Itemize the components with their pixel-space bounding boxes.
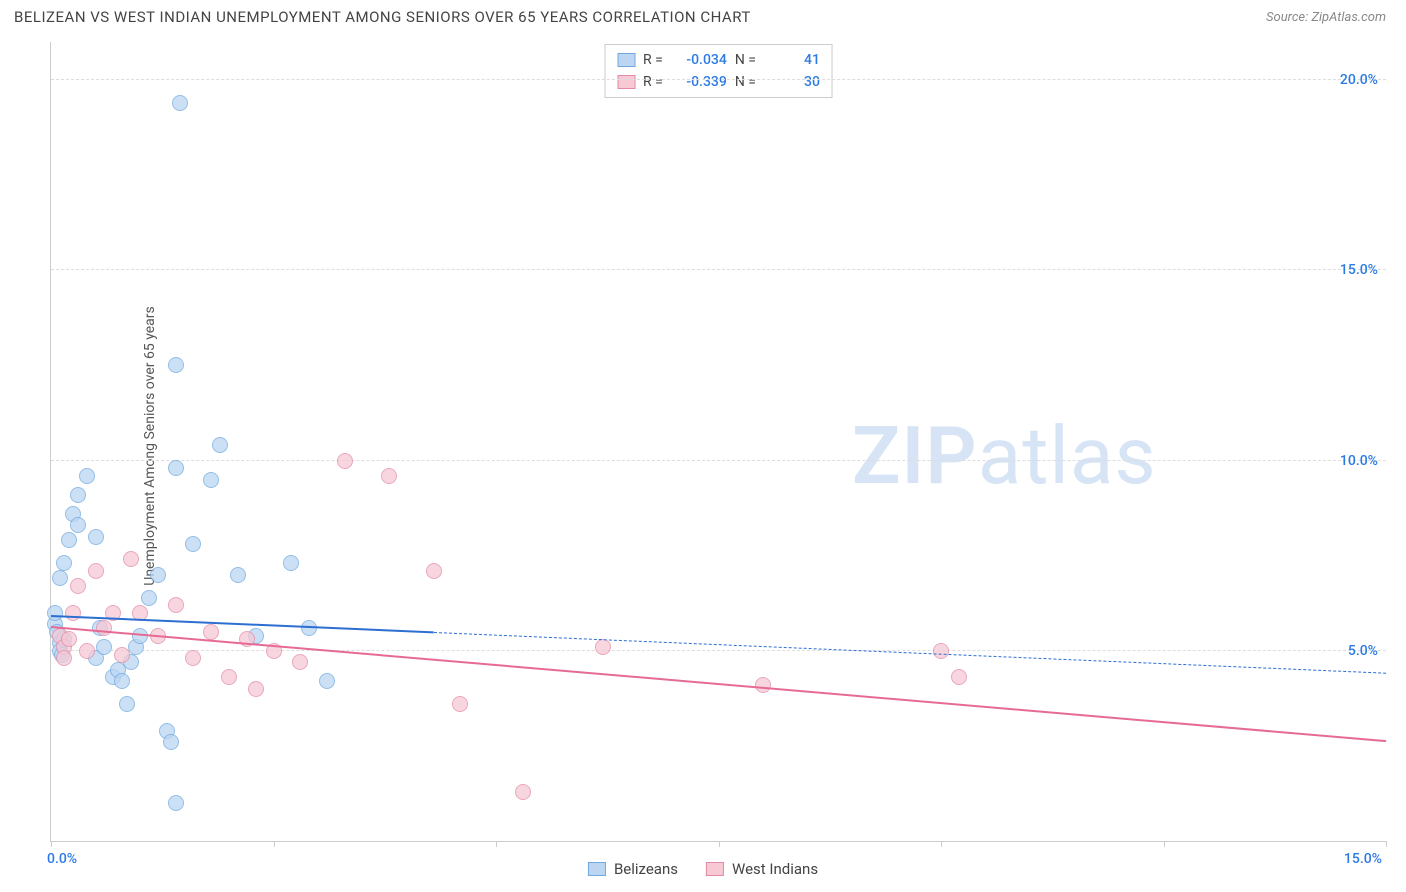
data-point <box>168 597 184 613</box>
r-value: -0.339 <box>671 74 727 90</box>
data-point <box>119 696 135 712</box>
data-point <box>185 536 201 552</box>
correlation-legend: R = -0.034 N = 41 R = -0.339 N = 30 <box>604 44 833 98</box>
x-tick-label: 0.0% <box>47 851 77 867</box>
y-tick-label: 10.0% <box>1340 453 1378 469</box>
scatter-plot-area: ZIPatlas R = -0.034 N = 41 R = -0.339 N … <box>50 42 1386 842</box>
data-point <box>141 590 157 606</box>
data-point <box>52 570 68 586</box>
watermark: ZIPatlas <box>852 409 1157 503</box>
legend-row-west-indians: R = -0.339 N = 30 <box>617 71 820 93</box>
data-point <box>88 529 104 545</box>
gridline <box>51 460 1386 461</box>
gridline <box>51 79 1386 80</box>
r-value: -0.034 <box>671 52 727 68</box>
data-point <box>381 468 397 484</box>
data-point <box>168 795 184 811</box>
data-point <box>168 460 184 476</box>
data-point <box>70 578 86 594</box>
swatch-icon <box>706 862 724 876</box>
x-tick <box>1386 841 1387 847</box>
swatch-icon <box>588 862 606 876</box>
data-point <box>123 551 139 567</box>
x-tick <box>274 841 275 847</box>
data-point <box>426 563 442 579</box>
chart-title: BELIZEAN VS WEST INDIAN UNEMPLOYMENT AMO… <box>14 8 751 26</box>
x-tick-label: 15.0% <box>1344 851 1382 867</box>
data-point <box>70 517 86 533</box>
data-point <box>150 567 166 583</box>
n-value: 30 <box>764 74 820 90</box>
data-point <box>515 784 531 800</box>
x-tick <box>1164 841 1165 847</box>
data-point <box>452 696 468 712</box>
data-point <box>292 654 308 670</box>
data-point <box>319 673 335 689</box>
y-tick-label: 15.0% <box>1340 262 1378 278</box>
data-point <box>933 643 949 659</box>
data-point <box>88 563 104 579</box>
gridline <box>51 650 1386 651</box>
data-point <box>96 639 112 655</box>
data-point <box>56 555 72 571</box>
data-point <box>114 673 130 689</box>
data-point <box>70 487 86 503</box>
data-point <box>79 643 95 659</box>
data-point <box>61 631 77 647</box>
legend-item-west-indians: West Indians <box>706 860 818 878</box>
data-point <box>79 468 95 484</box>
data-point <box>96 620 112 636</box>
data-point <box>61 532 77 548</box>
data-point <box>595 639 611 655</box>
trend-line-dashed <box>434 632 1386 674</box>
data-point <box>203 624 219 640</box>
data-point <box>755 677 771 693</box>
n-value: 41 <box>764 52 820 68</box>
data-point <box>230 567 246 583</box>
data-point <box>163 734 179 750</box>
data-point <box>172 95 188 111</box>
x-tick <box>496 841 497 847</box>
y-tick-label: 20.0% <box>1340 72 1378 88</box>
gridline <box>51 269 1386 270</box>
chart-source: Source: ZipAtlas.com <box>1266 10 1386 25</box>
data-point <box>114 647 130 663</box>
legend-item-belizeans: Belizeans <box>588 860 678 878</box>
data-point <box>283 555 299 571</box>
swatch-icon <box>617 75 635 89</box>
data-point <box>65 605 81 621</box>
series-legend: Belizeans West Indians <box>588 860 818 878</box>
data-point <box>212 437 228 453</box>
x-tick <box>51 841 52 847</box>
data-point <box>337 453 353 469</box>
data-point <box>248 681 264 697</box>
data-point <box>47 605 63 621</box>
x-tick <box>719 841 720 847</box>
y-tick-label: 5.0% <box>1348 643 1378 659</box>
chart-header: BELIZEAN VS WEST INDIAN UNEMPLOYMENT AMO… <box>0 0 1406 32</box>
data-point <box>185 650 201 666</box>
data-point <box>221 669 237 685</box>
data-point <box>56 650 72 666</box>
data-point <box>168 357 184 373</box>
legend-row-belizeans: R = -0.034 N = 41 <box>617 49 820 71</box>
data-point <box>203 472 219 488</box>
x-tick <box>941 841 942 847</box>
swatch-icon <box>617 53 635 67</box>
data-point <box>951 669 967 685</box>
